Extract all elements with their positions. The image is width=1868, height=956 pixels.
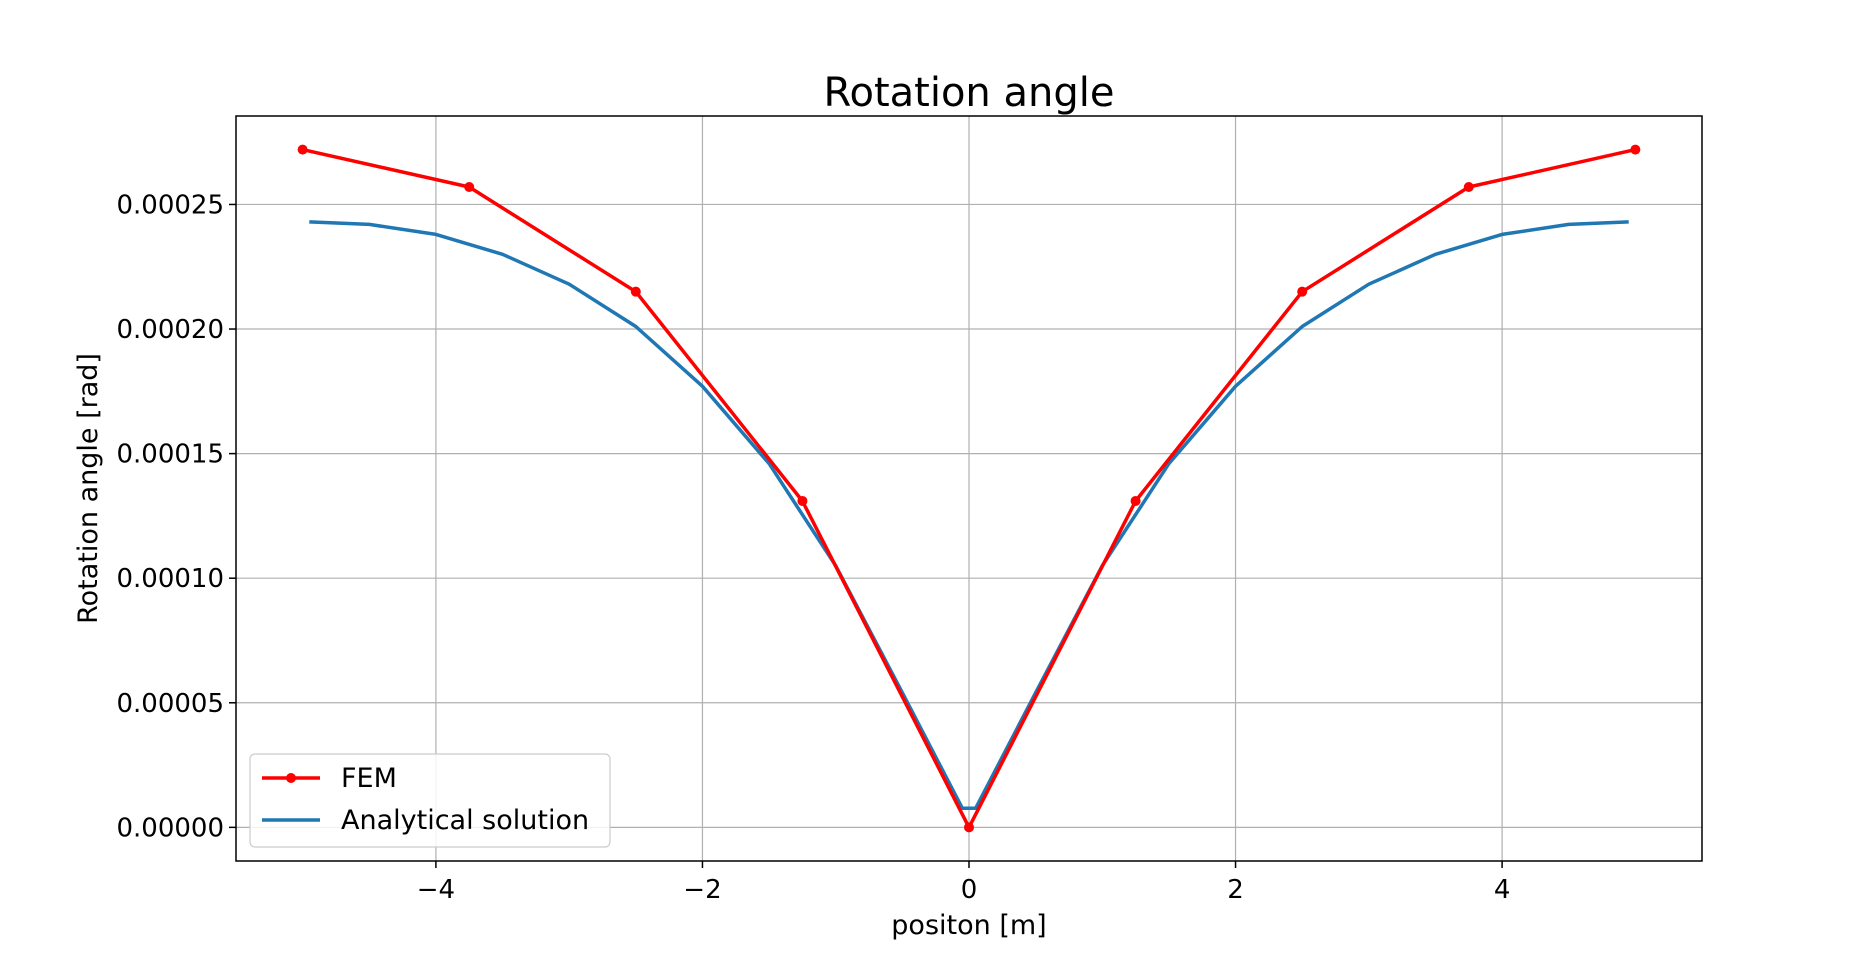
grid [236,116,1702,861]
data-point-fem [1297,286,1308,297]
y-axis-label: Rotation angle [rad] [73,353,104,624]
data-point-fem [1130,495,1141,506]
y-tick-label: 0.00010 [116,564,224,594]
data-point-fem [1630,144,1641,155]
legend-label-analytical-solution: Analytical solution [341,805,589,836]
x-axis-label: positon [m] [891,910,1046,941]
x-tick-label: 4 [1494,875,1511,905]
data-point-fem [797,495,808,506]
y-tick-label: 0.00020 [116,315,224,345]
chart-title: Rotation angle [824,70,1115,116]
y-tick-label: 0.00025 [116,190,224,220]
x-tick-label: 0 [961,875,978,905]
y-tick-label: 0.00000 [116,813,224,843]
data-point-fem [1463,182,1474,193]
data-point-fem [464,182,475,193]
series-layer [297,144,1641,833]
y-tick-label: 0.00015 [116,440,224,470]
x-tick-label: −2 [683,875,721,905]
x-tick-label: 2 [1227,875,1244,905]
legend-box [249,753,611,848]
y-tick-label: 0.00005 [116,689,224,719]
data-point-fem [964,822,974,833]
axis-ticks: −4 −2 0 2 4 0.00000 0.00005 0.00010 0.00015 0.000… [116,190,1510,905]
legend-label-fem: FEM [341,763,397,794]
legend: FEM Analytical solution [249,753,611,848]
data-point-fem [630,286,641,297]
data-point-fem [297,144,308,155]
x-tick-label: −4 [417,875,455,905]
series-line-analytical-solution [309,220,1629,810]
legend-marker-fem [286,773,296,783]
